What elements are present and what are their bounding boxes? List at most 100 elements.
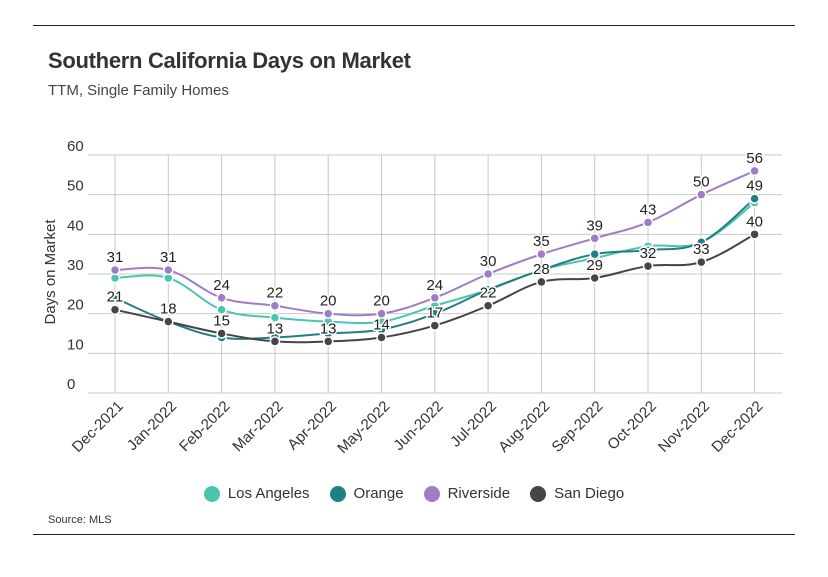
data-label-san-diego: 13 bbox=[320, 320, 337, 337]
data-point-san-diego bbox=[163, 316, 174, 327]
data-label-san-diego: 13 bbox=[267, 320, 284, 337]
data-point-riverside bbox=[536, 248, 547, 260]
y-tick-label: 10 bbox=[67, 336, 84, 353]
data-label-riverside: 39 bbox=[586, 217, 603, 234]
data-label-riverside: 30 bbox=[480, 253, 497, 270]
data-label-riverside: 50 bbox=[693, 174, 710, 191]
data-point-san-diego bbox=[376, 332, 387, 343]
legend-label: San Diego bbox=[554, 485, 625, 502]
data-point-riverside bbox=[163, 264, 174, 276]
data-point-riverside bbox=[749, 165, 760, 177]
data-label-san-diego: 22 bbox=[480, 285, 497, 302]
x-tick-label: Jul-2022 bbox=[447, 398, 500, 451]
data-label-riverside: 43 bbox=[640, 201, 657, 218]
x-tick-label: Jun-2022 bbox=[390, 398, 446, 454]
x-tick-label: Oct-2022 bbox=[604, 398, 660, 454]
data-point-riverside bbox=[696, 189, 707, 200]
source-note: Source: MLS bbox=[48, 514, 112, 526]
x-tick-label: Feb-2022 bbox=[176, 398, 233, 455]
data-point-riverside bbox=[642, 217, 654, 228]
x-tick-label: Dec-2021 bbox=[69, 398, 127, 456]
data-label-san-diego: 29 bbox=[586, 257, 603, 274]
data-point-orange bbox=[536, 264, 547, 276]
legend-label: Orange bbox=[353, 485, 404, 502]
x-tick-labels: Dec-2021Jan-2022Feb-2022Mar-2022Apr-2022… bbox=[69, 398, 767, 457]
data-point-san-diego bbox=[482, 300, 494, 311]
y-tick-label: 40 bbox=[67, 217, 84, 234]
y-tick-labels: 0 10 20 30 40 50 60 bbox=[67, 138, 84, 393]
y-tick-label: 50 bbox=[67, 178, 84, 195]
data-point-riverside bbox=[482, 268, 494, 280]
data-labels: 31 31 24 22 20 20 24 30 35 39 43 50 56 21 18 15 13 13 14 17… bbox=[105, 148, 764, 339]
grid bbox=[88, 154, 782, 394]
data-point-los-angeles bbox=[269, 312, 281, 323]
legend-marker-icon bbox=[530, 485, 547, 502]
data-point-riverside bbox=[589, 233, 600, 244]
legend-item-orange: Orange bbox=[329, 485, 404, 502]
x-tick-label: Mar-2022 bbox=[229, 398, 286, 455]
data-label-san-diego: 33 bbox=[693, 241, 710, 258]
y-axis-label: Days on Market bbox=[42, 219, 59, 325]
data-point-riverside bbox=[376, 308, 387, 319]
data-point-orange bbox=[642, 244, 654, 256]
x-tick-label: Aug-2022 bbox=[495, 398, 553, 456]
data-label-riverside: 31 bbox=[107, 249, 124, 266]
data-point-riverside bbox=[109, 264, 121, 276]
x-tick-label: Nov-2022 bbox=[655, 398, 713, 456]
series-points bbox=[109, 165, 760, 347]
y-tick-label: 30 bbox=[67, 257, 84, 274]
data-label-riverside: 35 bbox=[533, 233, 550, 250]
y-tick-label: 60 bbox=[67, 138, 84, 155]
data-label-san-diego: 21 bbox=[107, 289, 124, 306]
data-point-orange bbox=[482, 284, 494, 296]
data-label-san-diego: 32 bbox=[640, 245, 657, 262]
x-tick-label: Apr-2022 bbox=[284, 398, 340, 454]
x-tick-label: Sep-2022 bbox=[549, 398, 607, 456]
bottom-rule bbox=[33, 534, 795, 535]
data-point-orange bbox=[589, 248, 600, 260]
legend-marker-icon bbox=[423, 485, 440, 502]
data-point-riverside bbox=[216, 292, 227, 304]
data-label-riverside: 24 bbox=[213, 277, 230, 294]
y-tick-label: 0 bbox=[67, 376, 75, 393]
y-tick-label: 20 bbox=[67, 297, 84, 314]
data-point-riverside bbox=[322, 308, 334, 319]
legend-item-los-angeles: Los Angeles bbox=[203, 485, 310, 502]
legend-label: Riverside bbox=[447, 485, 511, 502]
x-tick-label: Jan-2022 bbox=[124, 398, 180, 454]
data-point-orange bbox=[109, 292, 121, 304]
data-point-orange bbox=[429, 308, 441, 319]
data-point-san-diego bbox=[269, 336, 281, 347]
legend-label: Los Angeles bbox=[227, 485, 310, 502]
data-label-san-diego: 17 bbox=[426, 305, 443, 322]
data-point-san-diego bbox=[536, 276, 547, 288]
legend-item-san-diego: San Diego bbox=[530, 485, 624, 502]
legend-item-riverside: Riverside bbox=[423, 485, 511, 502]
data-label-orange: 49 bbox=[746, 178, 763, 195]
data-point-riverside bbox=[429, 292, 441, 304]
data-point-san-diego bbox=[696, 256, 707, 268]
data-label-riverside: 31 bbox=[160, 249, 177, 266]
data-label-riverside: 56 bbox=[746, 150, 763, 167]
data-point-los-angeles bbox=[216, 304, 227, 315]
data-label-san-diego: 28 bbox=[533, 261, 550, 278]
data-point-orange bbox=[696, 237, 707, 248]
data-point-san-diego bbox=[642, 260, 654, 272]
chart-title: Southern California Days on Market bbox=[48, 48, 411, 73]
data-label-riverside: 22 bbox=[267, 285, 284, 302]
data-point-san-diego bbox=[216, 328, 227, 339]
data-point-san-diego bbox=[749, 229, 760, 240]
data-label-san-diego: 40 bbox=[746, 213, 763, 230]
top-rule bbox=[33, 25, 795, 26]
data-label-san-diego: 15 bbox=[213, 313, 230, 330]
data-point-san-diego bbox=[109, 304, 121, 315]
legend: Los Angeles Orange Riverside San Diego bbox=[0, 485, 828, 502]
data-point-riverside bbox=[269, 300, 281, 311]
data-point-san-diego bbox=[589, 272, 600, 284]
data-point-san-diego bbox=[429, 320, 441, 331]
chart-subtitle: TTM, Single Family Homes bbox=[48, 82, 229, 99]
data-label-san-diego: 14 bbox=[373, 316, 390, 333]
data-label-riverside: 20 bbox=[320, 293, 337, 310]
x-tick-label: May-2022 bbox=[334, 398, 393, 457]
